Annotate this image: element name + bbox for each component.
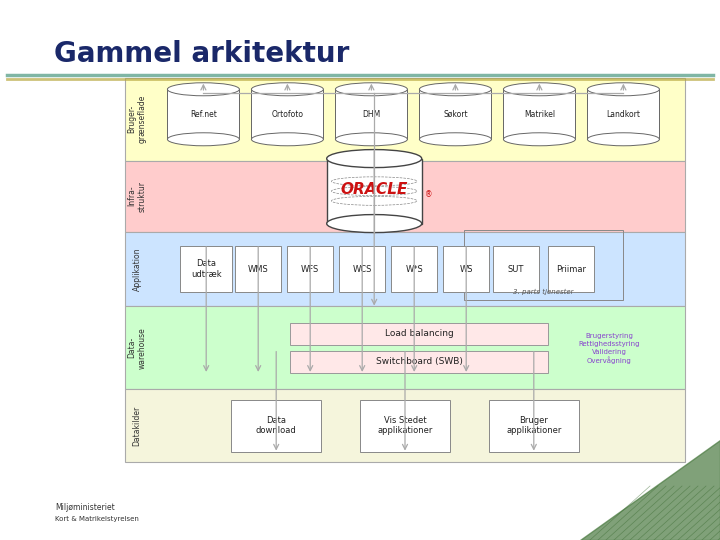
Ellipse shape [588,133,660,146]
Ellipse shape [503,133,575,146]
Ellipse shape [167,83,239,96]
Text: WFS: WFS [301,265,320,274]
Text: Bruger-
grænseflade: Bruger- grænseflade [127,95,147,144]
Bar [360,400,450,451]
Text: Infra-
struktur: Infra- struktur [127,180,147,212]
Bar [167,89,239,139]
Text: Søkort: Søkort [443,110,468,119]
Text: Gammel arkitektur: Gammel arkitektur [54,40,349,69]
Text: Vis Stedet
applikationer: Vis Stedet applikationer [377,416,433,435]
Bar [444,246,489,292]
Text: Datakilder: Datakilder [132,406,142,446]
Text: WCS: WCS [353,265,372,274]
Polygon shape [580,440,720,540]
Text: Miljøministeriet: Miljøministeriet [55,503,114,512]
Bar [327,159,422,224]
Text: Bruger
applikationer: Bruger applikationer [506,416,562,435]
Bar [339,246,385,292]
Ellipse shape [336,83,408,96]
Bar [125,389,685,462]
Text: WMS: WMS [248,265,269,274]
Text: Switchboard (SWB): Switchboard (SWB) [376,357,462,366]
Ellipse shape [251,133,323,146]
Ellipse shape [167,133,239,146]
Bar [290,351,548,373]
Text: Rettighedsstyring: Rettighedsstyring [579,341,640,347]
Text: Validering: Validering [592,349,627,355]
Bar [548,246,594,292]
Ellipse shape [588,83,660,96]
Text: ORACLE: ORACLE [341,181,408,197]
Ellipse shape [251,83,323,96]
Text: Kort & Matrikelstyrelsen: Kort & Matrikelstyrelsen [55,516,139,522]
Text: Applikation: Applikation [132,247,142,291]
Bar [503,89,575,139]
Text: WS: WS [459,265,473,274]
Bar [231,400,321,451]
Bar [489,400,579,451]
Bar [180,246,232,292]
Text: Load balancing: Load balancing [384,329,454,338]
Bar [336,89,408,139]
Bar [290,323,548,345]
Text: Priimar: Priimar [556,265,586,274]
Text: Ref.net: Ref.net [190,110,217,119]
Ellipse shape [419,83,491,96]
Bar [125,160,685,232]
Bar [419,89,491,139]
Ellipse shape [327,214,422,233]
Text: DHM: DHM [362,110,381,119]
Ellipse shape [327,150,422,167]
Text: 3. parts tjenester: 3. parts tjenester [513,289,574,295]
Text: Overvågning: Overvågning [587,356,631,363]
Bar [493,246,539,292]
Bar [125,307,685,389]
Bar [251,89,323,139]
Ellipse shape [419,133,491,146]
Bar [588,89,660,139]
Text: Ortofoto: Ortofoto [271,110,303,119]
Text: Matrikel: Matrikel [524,110,555,119]
Ellipse shape [503,83,575,96]
Bar [235,246,282,292]
Text: SUT: SUT [508,265,524,274]
Text: ®: ® [425,191,432,200]
Bar [125,78,685,160]
Text: Data-
warehouse: Data- warehouse [127,327,147,369]
Text: Brugerstyring: Brugerstyring [585,333,634,339]
Bar [464,230,624,300]
Bar [125,232,685,307]
Text: Data
udtræk: Data udtræk [191,259,222,279]
Bar [391,246,437,292]
Bar [287,246,333,292]
Text: Landkort: Landkort [606,110,640,119]
Text: Data
download: Data download [256,416,297,435]
Text: W*S: W*S [405,265,423,274]
Ellipse shape [336,133,408,146]
